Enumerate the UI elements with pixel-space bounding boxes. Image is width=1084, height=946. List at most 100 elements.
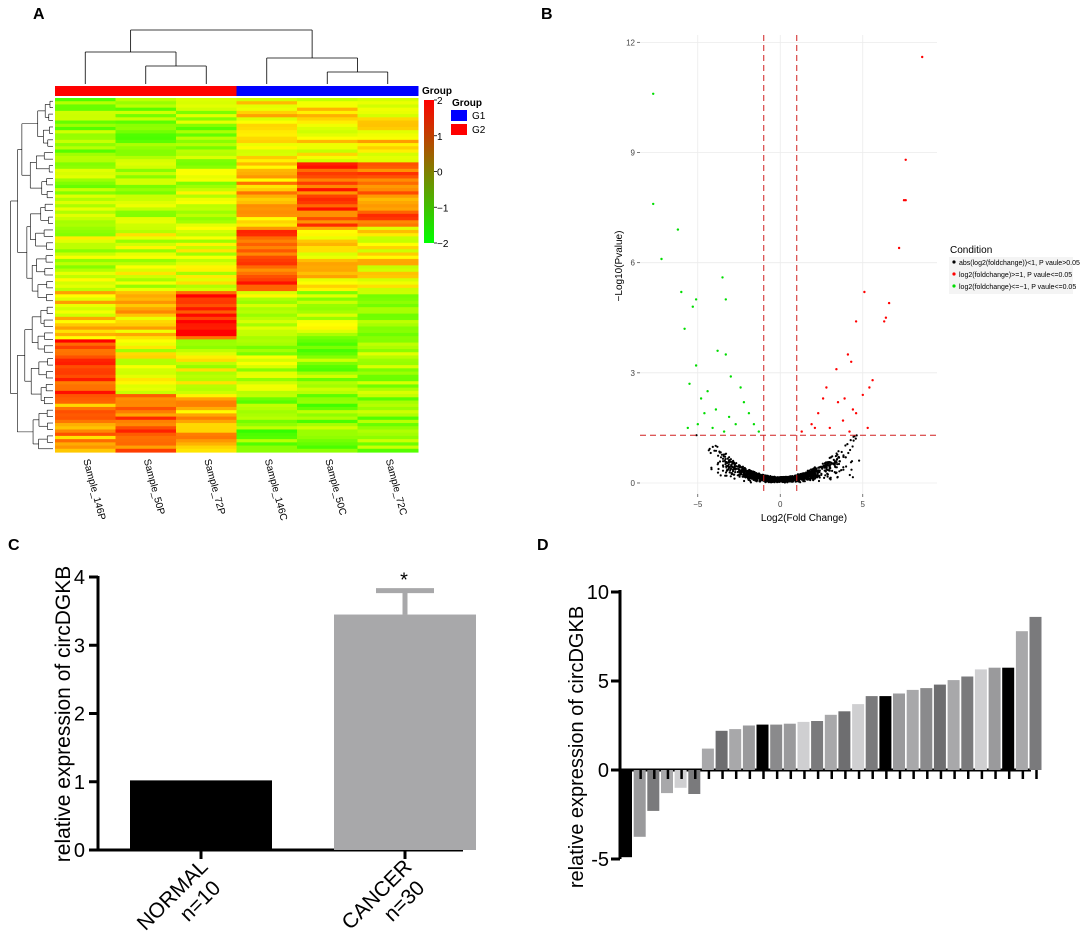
volcano-point [735, 467, 738, 470]
heatmap-cell [357, 136, 419, 141]
heatmap-cell [357, 217, 419, 221]
heatmap-cell [176, 419, 237, 424]
colorbar-tick-label: 1 [437, 132, 443, 143]
heatmap-cell [55, 120, 116, 125]
heatmap-cell [357, 390, 419, 395]
waterfall-bar [1002, 667, 1015, 770]
heatmap-cell [357, 284, 419, 289]
heatmap-cell [236, 197, 298, 202]
volcano-point-down [686, 426, 689, 430]
heatmap-cell [115, 233, 177, 237]
volcano-point [817, 469, 820, 472]
heatmap-cell [236, 110, 298, 115]
volcano-point [786, 476, 789, 479]
volcano-point [828, 464, 831, 467]
heatmap-cell [176, 310, 237, 315]
heatmap-cell [115, 123, 177, 128]
volcano-point [809, 474, 812, 477]
heatmap-cell [357, 191, 419, 196]
x-axis-label: Log2(Fold Change) [761, 513, 847, 524]
heatmap-cell [115, 442, 177, 447]
volcano-point [846, 443, 849, 446]
heatmap-cell [236, 300, 298, 305]
bar-normal [130, 780, 272, 850]
heatmap-cell [236, 162, 298, 167]
heatmap-cell [176, 262, 237, 266]
heatmap-cell [236, 316, 298, 321]
heatmap-cell [176, 445, 237, 450]
waterfall-bar [974, 669, 987, 770]
heatmap-cell [55, 217, 116, 221]
heatmap-cell [115, 400, 177, 405]
volcano-point [803, 476, 807, 479]
volcano-point [813, 471, 816, 474]
heatmap-cell [236, 394, 298, 398]
volcano-point [743, 474, 746, 477]
heatmap-cell [55, 126, 116, 131]
heatmap-cell [236, 104, 298, 109]
volcano-point [845, 465, 848, 468]
heatmap-cell [236, 155, 298, 160]
heatmap-cell [55, 361, 116, 366]
volcano-point [820, 465, 823, 469]
volcano-point-up [884, 316, 888, 319]
heatmap-cell [176, 210, 237, 215]
heatmap-cell [176, 133, 237, 138]
heatmap-cell [297, 155, 358, 160]
heatmap-cell [357, 252, 419, 257]
volcano-point [824, 474, 827, 477]
volcano-point [833, 463, 836, 466]
heatmap-cell [357, 126, 419, 131]
heatmap-cell [115, 126, 177, 131]
heatmap-cell [297, 361, 358, 366]
heatmap-cell [236, 445, 298, 450]
heatmap-cell [115, 429, 177, 434]
heatmap-cell [297, 152, 358, 157]
heatmap-cell [357, 188, 419, 192]
heatmap-cell [236, 371, 298, 376]
heatmap-cell [357, 178, 419, 183]
volcano-point [810, 471, 813, 474]
heatmap-cell [176, 246, 237, 250]
heatmap-cell [176, 403, 237, 408]
heatmap-cell [176, 239, 237, 244]
volcano-point [818, 466, 821, 469]
heatmap-cell [236, 172, 298, 176]
heatmap-cell [357, 329, 419, 334]
heatmap-cell [115, 220, 177, 225]
heatmap-cell [55, 371, 116, 376]
heatmap-cell [297, 394, 358, 398]
heatmap-cell [297, 426, 358, 431]
volcano-point-up [904, 158, 907, 161]
heatmap-cell [236, 165, 298, 170]
volcano-point [724, 453, 727, 456]
heatmap-cell [176, 217, 237, 221]
heatmap-cell [357, 281, 419, 286]
heatmap-cell [357, 139, 419, 144]
volcano-point [750, 474, 753, 477]
volcano-point-down [752, 423, 756, 426]
volcano-point [858, 459, 861, 462]
heatmap-cell [176, 349, 237, 353]
volcano-point-down [680, 290, 683, 294]
heatmap-cell [357, 226, 419, 231]
heatmap-cell [55, 342, 116, 347]
heatmap-cell [236, 123, 298, 128]
volcano-point [807, 475, 810, 478]
volcano-point [826, 461, 829, 464]
heatmap-cell [115, 184, 177, 189]
volcano-point-up [836, 401, 840, 404]
volcano-point-down [721, 276, 724, 279]
heatmap-cell [115, 377, 177, 382]
heatmap-cell [115, 310, 177, 315]
volcano-point-down [652, 92, 655, 96]
volcano-point [721, 457, 725, 460]
heatmap-cell [115, 130, 177, 134]
heatmap-cell [297, 291, 358, 295]
heatmap-cell [176, 448, 237, 453]
volcano-point [721, 464, 725, 467]
volcano-point-up [813, 426, 817, 430]
heatmap-cell [55, 336, 116, 340]
heatmap-cell [357, 435, 419, 440]
heatmap-cell [236, 403, 298, 408]
